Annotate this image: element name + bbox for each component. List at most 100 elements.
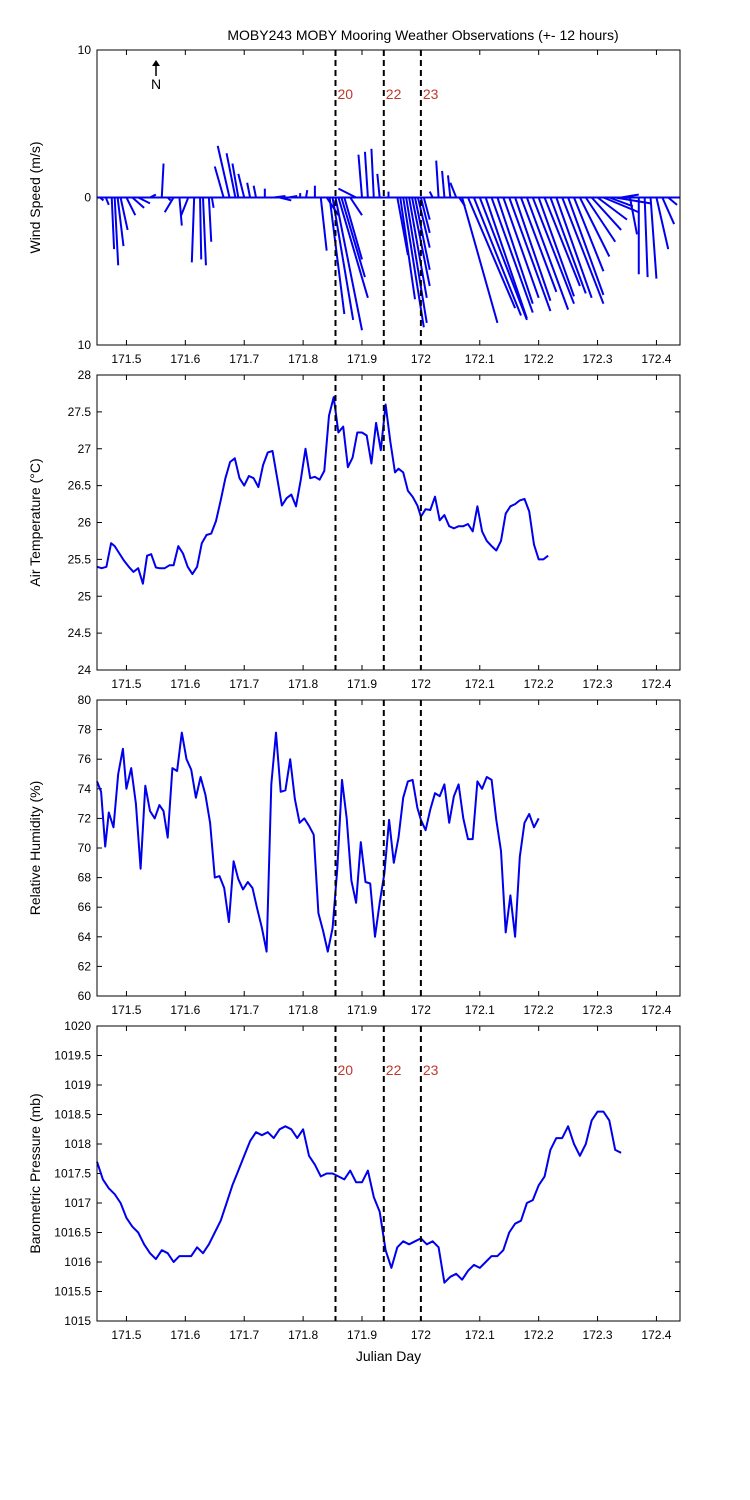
wind-vector — [305, 189, 309, 198]
x-tick-label: 171.6 — [170, 352, 200, 366]
wind-vector — [273, 195, 286, 199]
x-tick-label: 172.4 — [641, 352, 671, 366]
y-tick-label: 1017 — [64, 1196, 91, 1210]
wind-vector — [428, 191, 434, 198]
wind-vector — [435, 160, 440, 198]
marker-label: 23 — [423, 1062, 439, 1078]
wind-vector — [543, 197, 581, 287]
marker-label: 20 — [338, 1062, 354, 1078]
y-axis-label: Air Temperature (°C) — [27, 458, 43, 586]
wind-vector — [319, 197, 328, 251]
y-axis-label: Barometric Pressure (mb) — [27, 1093, 43, 1253]
wind-vector — [520, 197, 558, 293]
wind-vector — [376, 173, 381, 198]
wind-vector — [180, 197, 190, 216]
y-tick-label: 27 — [78, 442, 92, 456]
wind-vector — [414, 197, 431, 270]
wind-vector — [337, 187, 357, 199]
series-line — [96, 1110, 622, 1284]
wind-vector — [573, 197, 605, 272]
y-tick-label: 1018 — [64, 1137, 91, 1151]
y-tick-label: 60 — [78, 989, 92, 1003]
x-tick-label: 172.4 — [641, 1003, 671, 1017]
marker-label: 23 — [423, 86, 439, 102]
x-tick-label: 171.5 — [111, 677, 141, 691]
wind-vector — [508, 197, 552, 312]
wind-vector — [531, 197, 575, 305]
y-tick-label: 1016 — [64, 1255, 91, 1269]
wind-vector — [160, 163, 165, 198]
wind-vector — [331, 197, 355, 321]
y-tick-label: 25 — [78, 589, 92, 603]
wind-vector — [213, 166, 225, 198]
x-tick-label: 172.1 — [465, 677, 495, 691]
x-tick-label: 172.2 — [524, 1003, 554, 1017]
y-tick-label: 25.5 — [68, 552, 92, 566]
y-tick-label: 10 — [78, 43, 92, 57]
wind-vector — [490, 197, 534, 313]
y-tick-label: 24.5 — [68, 626, 92, 640]
wind-vector — [216, 145, 231, 198]
wind-vector — [496, 197, 534, 305]
x-axis-label: Julian Day — [356, 1348, 421, 1364]
wind-vector — [288, 195, 298, 199]
wind-vector — [199, 197, 203, 260]
panels: 171.5 171.6 171.7 171.8 171.9 172 172.1 172.2 17… — [27, 43, 681, 1364]
panel-3: 171.5 171.6 171.7 171.8 171.9 172 172.1 172.2 17… — [27, 693, 681, 1017]
wind-vector — [363, 151, 369, 198]
x-tick-label: 171.7 — [229, 352, 259, 366]
wind-vector — [119, 197, 129, 231]
wind-vector — [567, 197, 605, 296]
x-tick-label: 172.4 — [641, 677, 671, 691]
y-tick-label: 1019.5 — [54, 1049, 91, 1063]
wind-vector — [628, 197, 638, 235]
wind-vector — [561, 197, 605, 305]
wind-vector — [472, 197, 522, 316]
x-tick-label: 171.7 — [229, 1328, 259, 1342]
wind-vector — [113, 197, 120, 266]
wind-vector — [667, 196, 678, 206]
wind-vector — [178, 197, 183, 226]
wind-vector — [137, 196, 151, 205]
x-tick-label: 172.3 — [583, 677, 613, 691]
wind-vector — [396, 197, 409, 256]
x-tick-label: 172 — [411, 677, 431, 691]
wind-vector — [349, 196, 363, 216]
wind-vector — [590, 196, 622, 231]
y-tick-label: 1020 — [64, 1019, 91, 1033]
wind-vector — [104, 197, 110, 206]
wind-vector — [449, 182, 458, 198]
plot-frame — [96, 374, 681, 671]
wind-vector — [405, 197, 428, 324]
wind-vector — [131, 196, 145, 209]
wind-vector — [422, 197, 431, 220]
x-tick-label: 171.6 — [170, 1328, 200, 1342]
wind-vector — [357, 154, 363, 198]
x-tick-label: 172 — [411, 352, 431, 366]
wind-vector — [125, 197, 137, 216]
y-tick-label: 1017.5 — [54, 1167, 91, 1181]
x-tick-label: 171.9 — [347, 352, 377, 366]
x-tick-label: 171.8 — [288, 1328, 318, 1342]
wind-vector — [190, 197, 196, 263]
wind-vector — [649, 197, 658, 279]
x-tick-label: 172.3 — [583, 352, 613, 366]
x-tick-label: 171.8 — [288, 677, 318, 691]
x-tick-label: 171.5 — [111, 352, 141, 366]
wind-vector — [620, 193, 639, 199]
figure-title: MOBY243 MOBY Mooring Weather Observation… — [227, 27, 618, 43]
wind-vector — [514, 197, 552, 302]
wind-vector — [467, 197, 517, 309]
y-tick-label: 28 — [78, 368, 92, 382]
wind-vector — [419, 197, 431, 234]
wind-vector — [231, 163, 240, 198]
series-line — [96, 731, 540, 953]
y-tick-label: 74 — [78, 782, 92, 796]
y-tick-label: 1018.5 — [54, 1108, 91, 1122]
x-tick-label: 171.5 — [111, 1003, 141, 1017]
y-tick-label: 72 — [78, 811, 92, 825]
y-tick-label: 66 — [78, 900, 92, 914]
y-axis-label: Relative Humidity (%) — [27, 781, 43, 916]
y-tick-label: 78 — [78, 723, 92, 737]
wind-vector — [343, 197, 363, 260]
